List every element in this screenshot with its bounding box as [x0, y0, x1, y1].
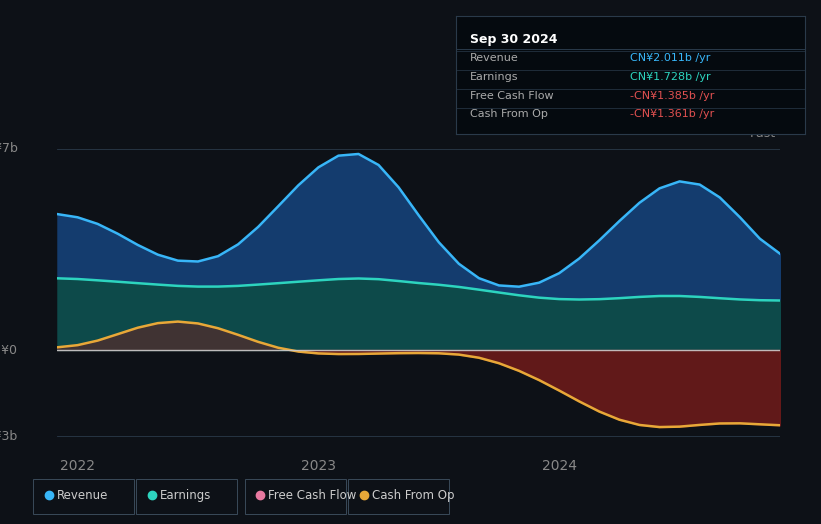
- Text: Past: Past: [750, 127, 777, 140]
- FancyBboxPatch shape: [33, 479, 134, 514]
- FancyBboxPatch shape: [136, 479, 237, 514]
- Text: -CN¥1.361b /yr: -CN¥1.361b /yr: [631, 110, 714, 119]
- FancyBboxPatch shape: [245, 479, 346, 514]
- Text: CN¥0: CN¥0: [0, 344, 18, 356]
- Text: Sep 30 2024: Sep 30 2024: [470, 34, 557, 47]
- Text: Free Cash Flow: Free Cash Flow: [470, 91, 553, 101]
- Text: Free Cash Flow: Free Cash Flow: [268, 489, 356, 501]
- Text: Earnings: Earnings: [470, 72, 518, 82]
- Text: Revenue: Revenue: [57, 489, 108, 501]
- Text: Cash From Op: Cash From Op: [372, 489, 454, 501]
- Text: Revenue: Revenue: [470, 53, 518, 63]
- Text: CN¥1.728b /yr: CN¥1.728b /yr: [631, 72, 711, 82]
- FancyBboxPatch shape: [348, 479, 449, 514]
- Text: Cash From Op: Cash From Op: [470, 110, 548, 119]
- Text: -CN¥3b: -CN¥3b: [0, 430, 18, 443]
- Text: -CN¥1.385b /yr: -CN¥1.385b /yr: [631, 91, 714, 101]
- Text: CN¥2.011b /yr: CN¥2.011b /yr: [631, 53, 710, 63]
- Text: Earnings: Earnings: [160, 489, 211, 501]
- Text: CN¥7b: CN¥7b: [0, 142, 18, 155]
